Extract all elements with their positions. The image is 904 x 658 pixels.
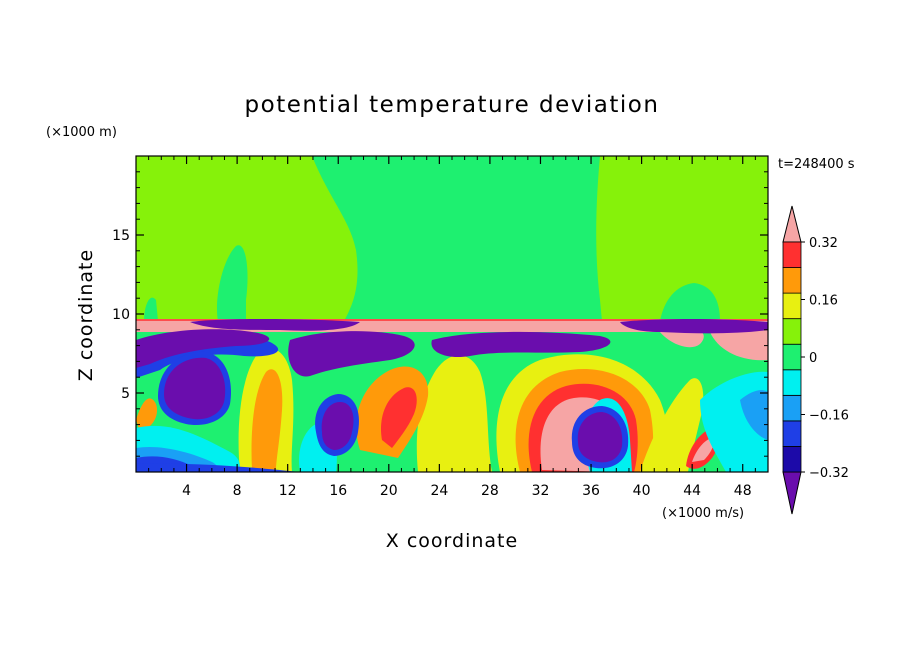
colorbar-swatch [782, 267, 802, 294]
x-tick-label: 44 [683, 483, 701, 499]
warm-region [640, 378, 704, 472]
cold-eddy [577, 412, 623, 463]
y-tick-label: 15 [112, 228, 130, 244]
warm-region [380, 387, 417, 448]
cold-eddy [620, 319, 768, 334]
colorbar-swatch [782, 343, 802, 371]
cool-region [740, 390, 768, 440]
plume-region [216, 245, 248, 321]
colorbar-max-arrow [782, 205, 802, 243]
cold-eddy [136, 329, 270, 368]
x-tick-label: 4 [182, 483, 191, 499]
colorbar-label: −0.32 [809, 466, 849, 481]
x-tick-label: 16 [329, 483, 347, 499]
chart-title: potential temperature deviation [245, 92, 660, 118]
x-tick-label: 48 [734, 483, 752, 499]
colorbar-swatch [782, 318, 802, 345]
warm-region [660, 332, 704, 348]
x-tick-label: 40 [633, 483, 651, 499]
cold-eddy [190, 319, 360, 331]
colorbar-swatch [782, 446, 802, 473]
y-axis-label: Z coordinate [75, 249, 97, 381]
y-unit-label: (×1000 m) [46, 125, 117, 140]
colorbar-label: −0.16 [809, 409, 849, 424]
x-tick-label: 20 [380, 483, 398, 499]
cold-eddy [431, 331, 611, 358]
x-axis: 4 8 12 16 20 24 28 32 36 40 44 48 [148, 156, 756, 499]
warm-region [692, 438, 714, 462]
cold-eddy [288, 331, 415, 377]
cold-eddy [321, 402, 354, 450]
plume-region [660, 283, 720, 321]
warm-region [710, 332, 768, 361]
plot-area [136, 156, 768, 472]
warm-region [251, 369, 283, 470]
warm-region [416, 355, 492, 472]
x-tick-label: 28 [481, 483, 499, 499]
y-axis: 5 10 15 [112, 171, 768, 457]
warm-region [136, 398, 158, 432]
cold-eddy [136, 463, 300, 472]
colorbar-label: 0 [809, 351, 817, 366]
plume-region [144, 297, 158, 321]
x-unit-label: (×1000 m/s) [662, 506, 744, 521]
colorbar-label: 0.16 [809, 294, 838, 309]
x-axis-label: X coordinate [386, 530, 518, 552]
colorbar-swatch [782, 241, 802, 268]
colorbar-label: 0.32 [809, 236, 838, 251]
colorbar-swatch [782, 394, 802, 422]
y-tick-label: 10 [112, 307, 130, 323]
x-tick-label: 12 [279, 483, 297, 499]
x-tick-label: 36 [582, 483, 600, 499]
plume-region [312, 156, 602, 321]
colorbar-swatch [782, 292, 802, 320]
x-tick-label: 32 [532, 483, 550, 499]
colorbar-swatch [782, 420, 802, 447]
x-tick-label: 24 [430, 483, 448, 499]
y-tick-label: 5 [121, 386, 130, 402]
cold-eddy [164, 357, 226, 420]
x-tick-label: 8 [233, 483, 242, 499]
colorbar: 0.32 0.16 0 −0.16 −0.32 [782, 205, 849, 515]
time-label: t=248400 s [778, 157, 855, 172]
colorbar-min-arrow [782, 471, 802, 515]
colorbar-swatch [782, 369, 802, 396]
